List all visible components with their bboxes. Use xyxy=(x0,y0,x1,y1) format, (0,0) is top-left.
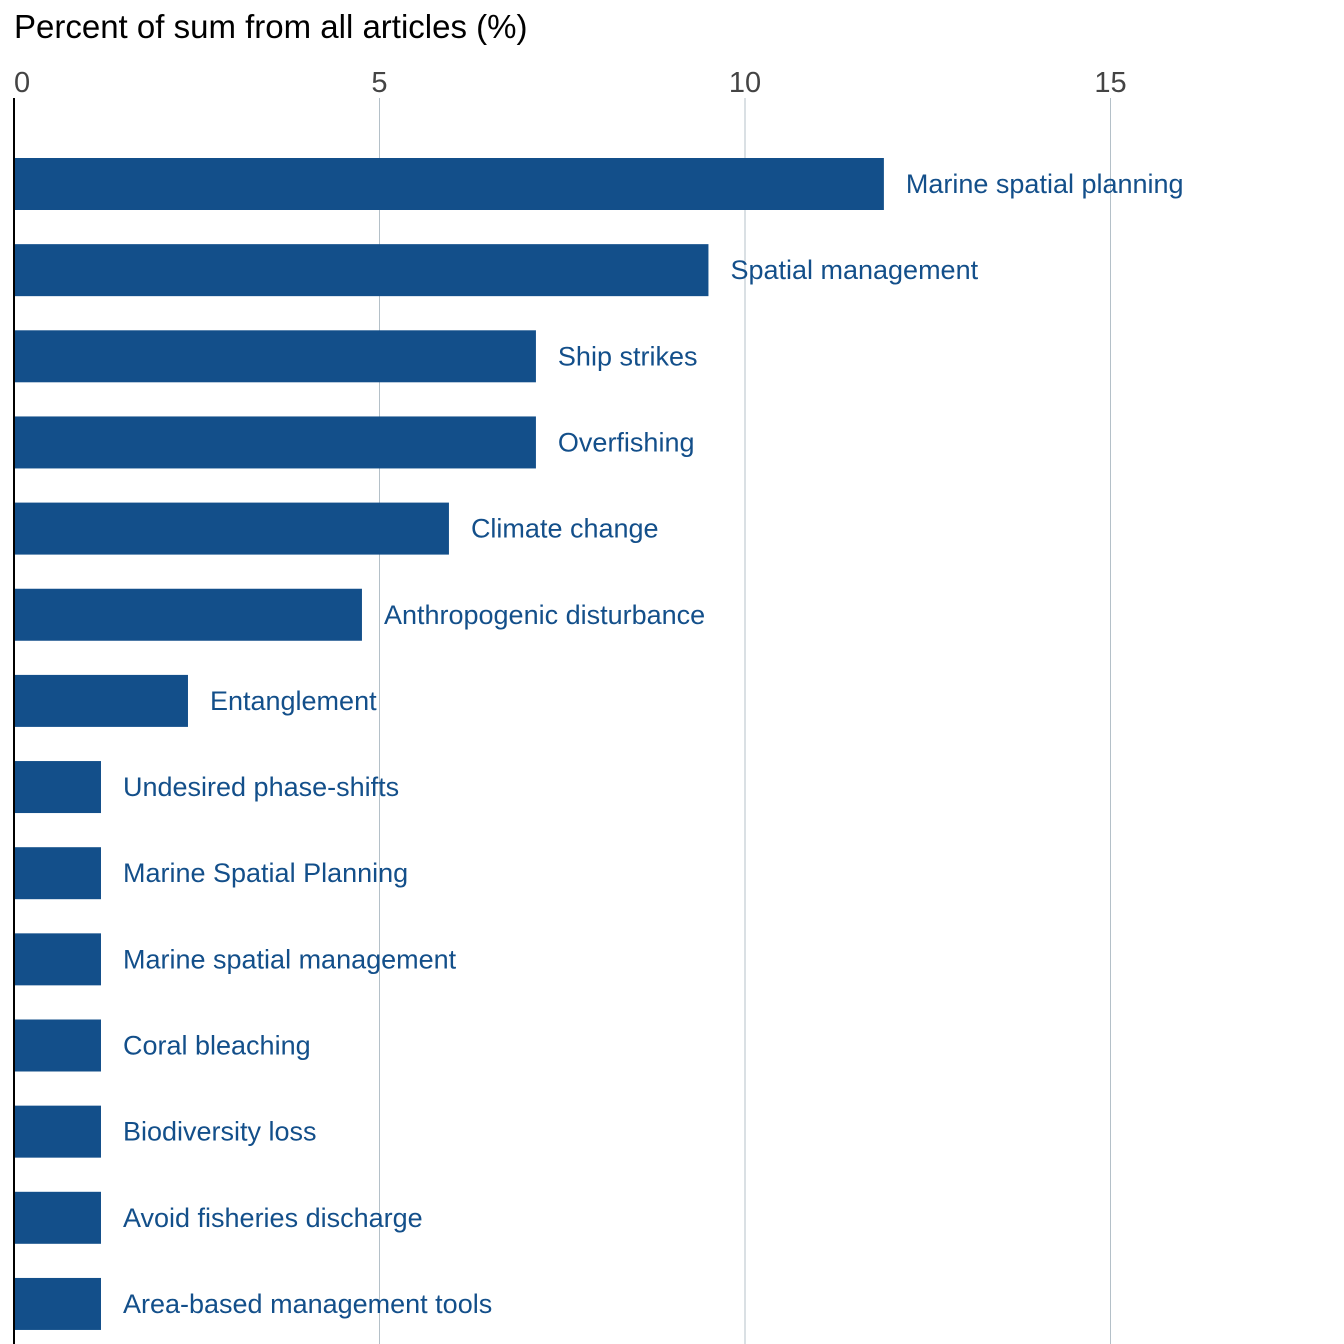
bar xyxy=(14,1019,101,1072)
bar-label: Climate change xyxy=(471,514,659,544)
bar xyxy=(14,330,536,383)
x-tick-label-5: 5 xyxy=(371,67,387,99)
x-tick-label-10: 10 xyxy=(729,67,761,99)
bar xyxy=(14,1105,101,1158)
x-tick-label-15: 15 xyxy=(1094,67,1126,99)
bar-label: Overfishing xyxy=(558,427,695,457)
bar xyxy=(14,502,449,555)
bar-label: Marine Spatial Planning xyxy=(123,858,408,888)
bar xyxy=(14,933,101,986)
bar-label: Biodiversity loss xyxy=(123,1117,317,1147)
bar-label: Coral bleaching xyxy=(123,1031,311,1061)
bar-label: Marine spatial management xyxy=(123,944,457,974)
bar-label: Anthropogenic disturbance xyxy=(384,600,705,630)
bar-label: Avoid fisheries discharge xyxy=(123,1203,423,1233)
bar xyxy=(14,244,709,297)
chart-title: Percent of sum from all articles (%) xyxy=(14,8,528,45)
bar-label: Area-based management tools xyxy=(123,1289,492,1319)
bar-label: Spatial management xyxy=(730,255,978,285)
bar xyxy=(14,416,536,469)
bar xyxy=(14,847,101,900)
bar xyxy=(14,158,884,210)
bar-label: Undesired phase-shifts xyxy=(123,772,399,802)
bar-label: Entanglement xyxy=(210,686,377,716)
bar-label: Ship strikes xyxy=(558,341,698,371)
bar xyxy=(14,674,188,727)
bar xyxy=(14,1191,101,1244)
bar-label: Marine spatial planning xyxy=(906,169,1184,199)
bar xyxy=(14,588,362,641)
x-tick-label-0: 0 xyxy=(14,67,30,99)
bar xyxy=(14,1277,101,1330)
bar xyxy=(14,761,101,814)
